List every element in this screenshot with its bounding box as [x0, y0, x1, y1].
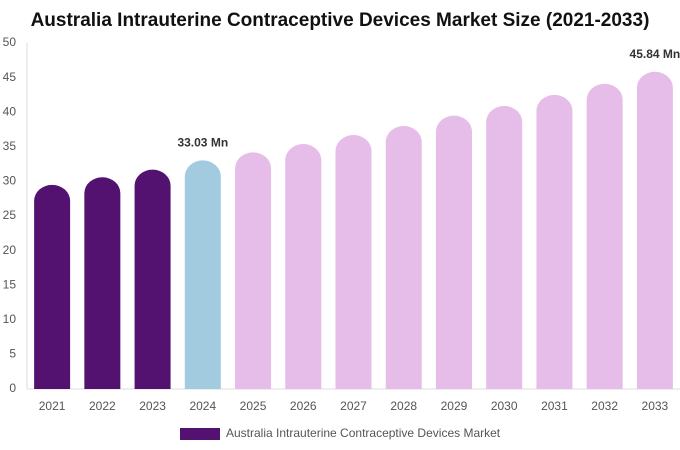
- legend-swatch: [180, 428, 220, 440]
- x-tick-label: 2028: [390, 399, 417, 413]
- y-tick-label: 5: [9, 347, 16, 361]
- y-tick-label: 10: [3, 312, 17, 326]
- bar: [84, 177, 121, 389]
- y-tick-label: 25: [3, 208, 17, 222]
- y-tick-label: 40: [3, 104, 17, 118]
- x-tick-label: 2022: [89, 399, 116, 413]
- y-tick-label: 20: [3, 243, 17, 257]
- bar: [134, 169, 171, 389]
- y-tick-label: 15: [3, 277, 17, 291]
- x-tick-label: 2030: [491, 399, 518, 413]
- y-tick-label: 50: [3, 35, 17, 49]
- legend-label: Australia Intrauterine Contraceptive Dev…: [226, 426, 501, 440]
- x-tick-label: 2027: [340, 399, 367, 413]
- x-tick-label: 2025: [240, 399, 267, 413]
- chart-title: Australia Intrauterine Contraceptive Dev…: [31, 10, 650, 31]
- bar: [636, 71, 673, 389]
- y-tick-label: 45: [3, 70, 17, 84]
- bar: [486, 105, 523, 390]
- bar: [34, 184, 71, 389]
- bar: [536, 94, 573, 390]
- y-tick-label: 30: [3, 174, 17, 188]
- y-tick-label: 0: [9, 381, 16, 395]
- x-tick-label: 2024: [189, 399, 216, 413]
- x-tick-label: 2029: [441, 399, 468, 413]
- data-label: 33.03 Mn: [177, 136, 228, 150]
- bar: [586, 83, 623, 389]
- x-tick-label: 2023: [139, 399, 166, 413]
- bar: [435, 115, 472, 389]
- bar: [385, 126, 422, 390]
- bar: [184, 160, 221, 389]
- bar: [335, 135, 372, 389]
- bar: [235, 152, 272, 389]
- x-tick-label: 2021: [39, 399, 66, 413]
- x-tick-label: 2031: [541, 399, 568, 413]
- bar: [285, 144, 322, 389]
- x-tick-label: 2026: [290, 399, 317, 413]
- x-tick-label: 2032: [591, 399, 618, 413]
- x-tick-label: 2033: [642, 399, 669, 413]
- y-tick-label: 35: [3, 139, 17, 153]
- data-label: 45.84 Mn: [630, 47, 680, 61]
